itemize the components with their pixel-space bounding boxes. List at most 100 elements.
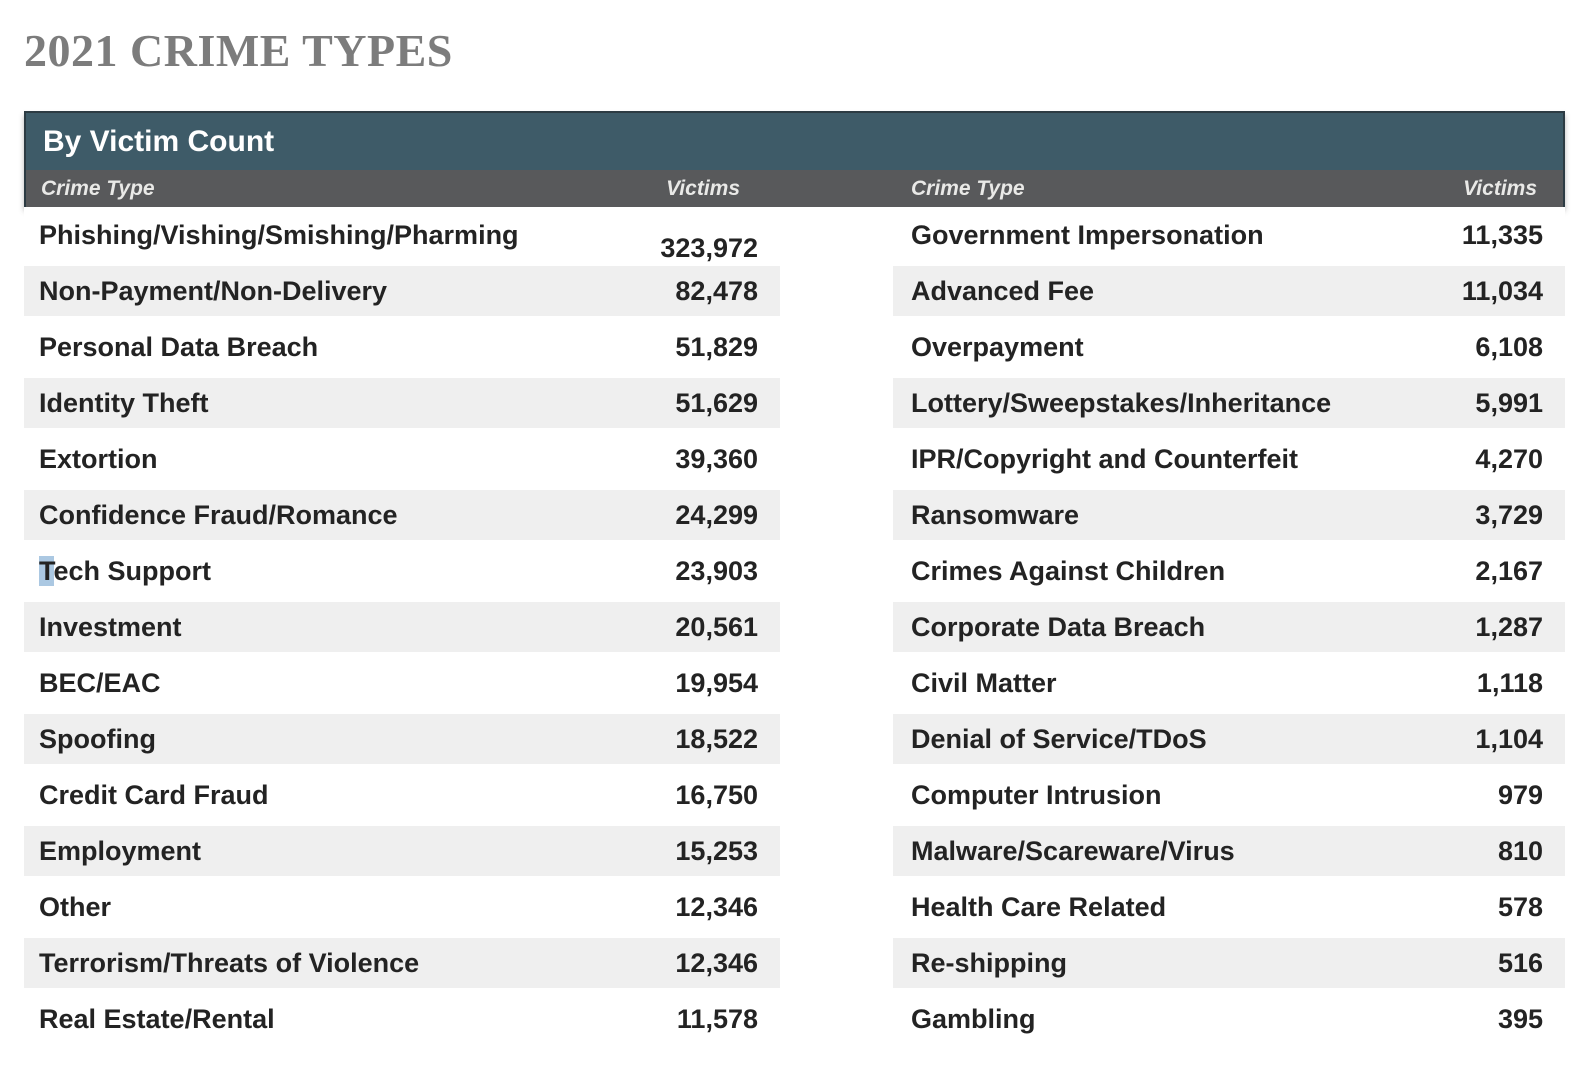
row-pair-left: Tech Support 23,903 [24, 543, 780, 599]
table-row: BEC/EAC 19,954 Civil Matter 1,118 [24, 655, 1565, 711]
crime-type-cell: Investment [39, 611, 182, 642]
victims-cell: 19,954 [675, 667, 758, 698]
crime-type-cell: Advanced Fee [911, 275, 1095, 306]
crime-type-cell: Crimes Against Children [911, 555, 1226, 586]
victims-cell: 24,299 [675, 499, 758, 530]
row-pair-left: Spoofing 18,522 [24, 711, 780, 767]
table-row: Identity Theft 51,629 Lottery/Sweepstakes/… [24, 375, 1565, 431]
crime-type-cell: IPR/Copyright and Counterfeit [911, 443, 1298, 474]
victims-cell: 23,903 [675, 555, 758, 586]
column-header-bar: Crime Type Victims Crime Type Victims [26, 170, 1563, 207]
table-row: Terrorism/Threats of Violence 12,346 Re-sh… [24, 935, 1565, 991]
row-pair-right: Re-shipping 516 [893, 935, 1565, 991]
row-pair-left: Investment 20,561 [24, 599, 780, 655]
column-gap [780, 879, 893, 935]
column-gap [780, 711, 893, 767]
report-page: 2021 CRIME TYPES By Victim Count Crime T… [24, 25, 1565, 1047]
victims-cell: 82,478 [675, 275, 758, 306]
table-row: Credit Card Fraud 16,750 Computer Intrusio… [24, 767, 1565, 823]
table-row: Spoofing 18,522 Denial of Service/TDoS 1,10… [24, 711, 1565, 767]
crime-type-cell: Real Estate/Rental [39, 1003, 275, 1034]
victims-cell: 1,104 [1475, 723, 1543, 754]
victims-cell: 6,108 [1475, 331, 1543, 362]
victims-cell: 979 [1497, 779, 1543, 810]
crime-type-cell: Gambling [911, 1003, 1036, 1034]
crime-type-cell: Terrorism/Threats of Violence [39, 947, 420, 978]
text-selection-highlight: T [39, 555, 54, 586]
victims-cell: 51,829 [675, 331, 758, 362]
victims-cell: 2,167 [1475, 555, 1543, 586]
column-gap [780, 207, 893, 263]
row-pair-left: Other 12,346 [24, 879, 780, 935]
column-gap [780, 767, 893, 823]
victims-cell: 516 [1497, 947, 1543, 978]
crime-type-cell: BEC/EAC [39, 667, 161, 698]
victim-count-panel: By Victim Count Crime Type Victims Crime… [24, 111, 1565, 1047]
crime-type-cell: Confidence Fraud/Romance [39, 499, 398, 530]
row-pair-left: Credit Card Fraud 16,750 [24, 767, 780, 823]
crime-type-cell: Phishing/Vishing/Smishing/Pharming [39, 219, 519, 250]
victims-cell: 11,335 [1461, 219, 1543, 250]
column-gap [780, 487, 893, 543]
victims-cell: 12,346 [675, 947, 758, 978]
row-pair-left: Employment 15,253 [24, 823, 780, 879]
column-header-victims-left: Victims [666, 176, 740, 200]
column-gap [780, 599, 893, 655]
row-pair-right: Civil Matter 1,118 [893, 655, 1565, 711]
column-gap [780, 319, 893, 375]
row-pair-right: Crimes Against Children 2,167 [893, 543, 1565, 599]
row-pair-right: Ransomware 3,729 [893, 487, 1565, 543]
crime-type-cell: Credit Card Fraud [39, 779, 269, 810]
row-pair-left: Phishing/Vishing/Smishing/Pharming 323,97… [24, 207, 780, 263]
column-gap [780, 263, 893, 319]
column-header-group-right: Crime Type Victims [893, 177, 1563, 201]
table-row: Non-Payment/Non-Delivery 82,478 Advanced F… [24, 263, 1565, 319]
victims-cell: 1,287 [1475, 611, 1543, 642]
row-pair-left: Terrorism/Threats of Violence 12,346 [24, 935, 780, 991]
row-pair-left: Extortion 39,360 [24, 431, 780, 487]
victims-cell: 11,578 [676, 1003, 758, 1034]
crime-type-cell: Civil Matter [911, 667, 1057, 698]
crime-type-cell: Extortion [39, 443, 158, 474]
row-pair-right: IPR/Copyright and Counterfeit 4,270 [893, 431, 1565, 487]
row-pair-left: Personal Data Breach 51,829 [24, 319, 780, 375]
row-pair-right: Malware/Scareware/Virus 810 [893, 823, 1565, 879]
page-title: 2021 CRIME TYPES [24, 25, 453, 76]
panel-header-block: By Victim Count Crime Type Victims Crime… [24, 111, 1565, 207]
crime-type-cell: Ransomware [911, 499, 1080, 530]
row-pair-right: Gambling 395 [893, 991, 1565, 1047]
table-row: Real Estate/Rental 11,578 Gambling 395 [24, 991, 1565, 1047]
crime-type-cell: Corporate Data Breach [911, 611, 1206, 642]
row-pair-right: Advanced Fee 11,034 [893, 263, 1565, 319]
panel-header-label: By Victim Count [43, 124, 275, 158]
victims-cell: 395 [1497, 1003, 1543, 1034]
victims-cell: 18,522 [675, 723, 758, 754]
victims-cell: 1,118 [1476, 667, 1543, 698]
column-header-victims-right: Victims [1463, 176, 1537, 200]
row-pair-left: BEC/EAC 19,954 [24, 655, 780, 711]
column-gap [780, 543, 893, 599]
row-pair-left: Non-Payment/Non-Delivery 82,478 [24, 263, 780, 319]
row-pair-left: Confidence Fraud/Romance 24,299 [24, 487, 780, 543]
victims-cell: 20,561 [675, 611, 758, 642]
crime-type-cell: Identity Theft [39, 387, 209, 418]
victims-cell: 3,729 [1475, 499, 1543, 530]
victims-cell: 810 [1497, 835, 1543, 866]
victims-cell: 51,629 [675, 387, 758, 418]
table-row: Phishing/Vishing/Smishing/Pharming 323,97… [24, 207, 1565, 263]
victims-cell: 323,972 [660, 232, 758, 263]
table-body: Phishing/Vishing/Smishing/Pharming 323,97… [24, 207, 1565, 1047]
crime-type-cell: Non-Payment/Non-Delivery [39, 275, 388, 306]
crime-type-cell: Tech Support [39, 555, 212, 586]
table-row: Extortion 39,360 IPR/Copyright and Counter… [24, 431, 1565, 487]
panel-header-bar: By Victim Count [26, 113, 1563, 170]
row-pair-right: Overpayment 6,108 [893, 319, 1565, 375]
crime-type-cell: Overpayment [911, 331, 1084, 362]
crime-type-cell: Health Care Related [911, 891, 1167, 922]
crime-type-cell: Government Impersonation [911, 219, 1264, 250]
row-pair-right: Corporate Data Breach 1,287 [893, 599, 1565, 655]
row-pair-right: Health Care Related 578 [893, 879, 1565, 935]
crime-type-cell: Lottery/Sweepstakes/Inheritance [911, 387, 1332, 418]
table-row: Employment 15,253 Malware/Scareware/Virus 8… [24, 823, 1565, 879]
row-pair-left: Identity Theft 51,629 [24, 375, 780, 431]
